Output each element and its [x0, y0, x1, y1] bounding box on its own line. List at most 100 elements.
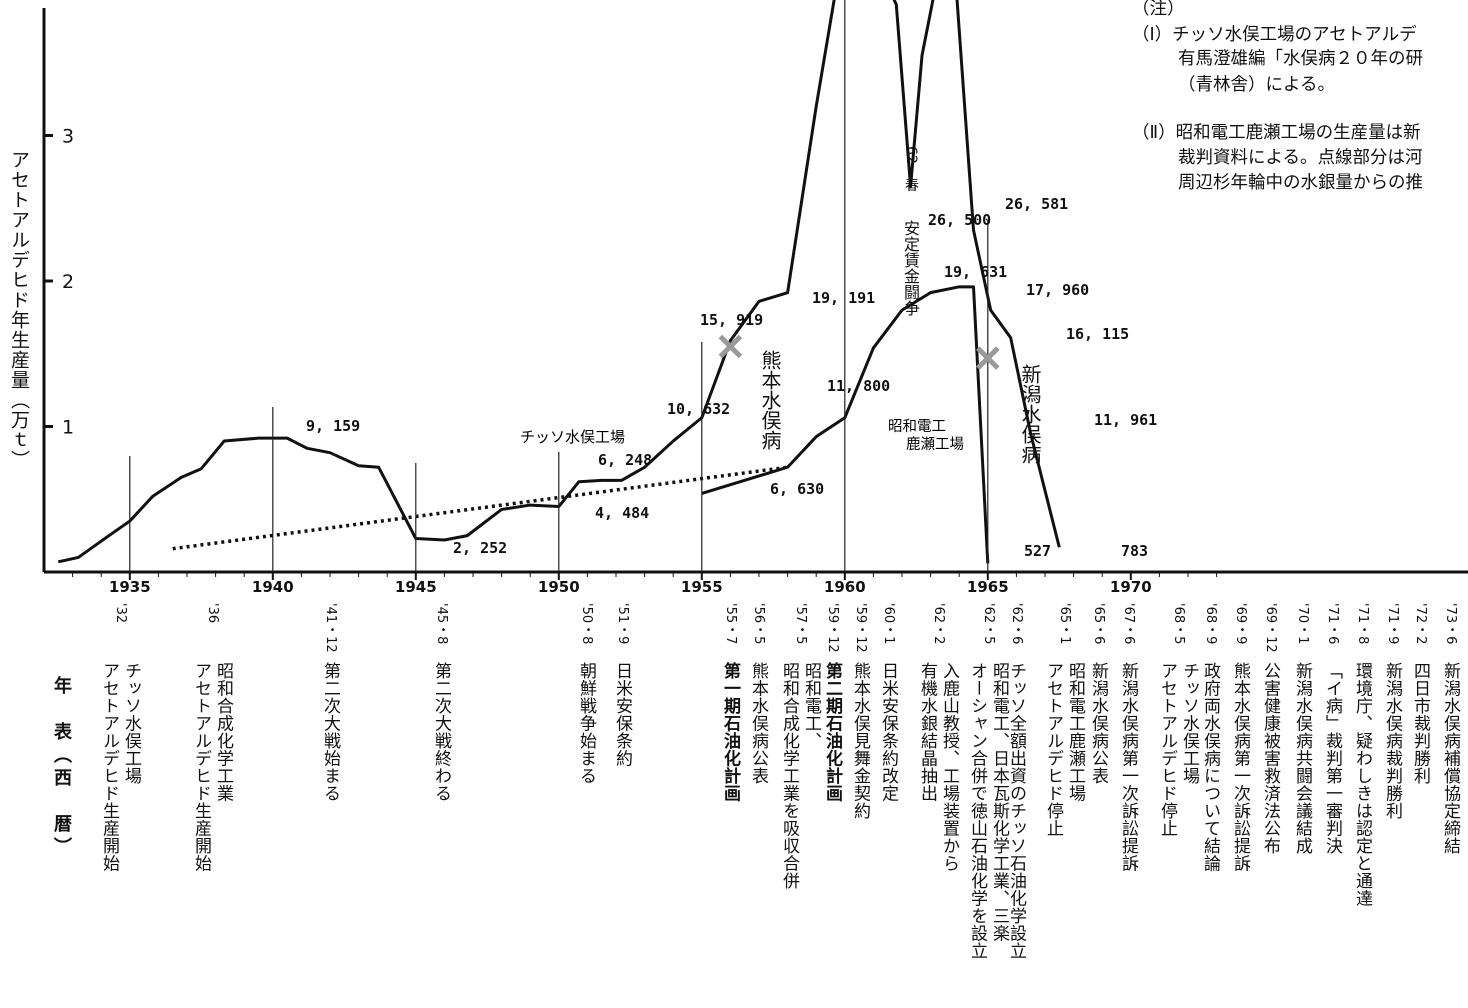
data-label: 16, 115: [1066, 325, 1129, 343]
timeline-date: '70・1: [1295, 603, 1310, 645]
timeline-date: '71・6: [1325, 603, 1340, 645]
timeline-header: 年 表（西 暦）: [51, 676, 72, 860]
timeline-date: '69・9: [1233, 603, 1248, 645]
timeline-event-text: 政府両水俣病について結論: [1200, 662, 1220, 872]
data-label: 26, 500: [928, 211, 991, 229]
y-tick-label: 1: [62, 417, 74, 439]
chart-marks: [718, 334, 1000, 370]
minamata-disease-label: 熊本水俣病: [758, 350, 782, 450]
x-tick-label: 1965: [967, 578, 1009, 596]
timeline-date: '50・8: [579, 603, 594, 645]
data-label: 4, 484: [595, 504, 649, 522]
timeline-event-text: 新潟水俣病公表: [1088, 662, 1108, 785]
x-tick-label: 1970: [1110, 578, 1152, 596]
data-labels: 9, 159 2, 252 4, 484 6, 248 6, 630 10, 6…: [306, 195, 1157, 560]
data-label: 19, 191: [812, 289, 875, 307]
spring-62-label: 62・春: [903, 146, 919, 192]
timeline-event-text: 第二次大戦始まる: [320, 662, 340, 802]
y-axis-label: アセトアルデヒド年生産量（万ｔ）: [8, 150, 30, 470]
data-label: 10, 632: [667, 400, 730, 418]
x-mark-stroke: [718, 334, 743, 359]
data-label: 11, 961: [1094, 411, 1157, 429]
timeline-date: '73・6: [1443, 603, 1458, 645]
timeline-event-text: 第二期石油化計画: [822, 662, 842, 802]
timeline-guide-lines: [129, 0, 989, 572]
timeline-event-text: 四日市裁判勝利: [1410, 662, 1430, 785]
data-label: 26, 581: [1005, 195, 1068, 213]
timeline-date: '59・12: [853, 603, 868, 653]
chart-axes: 1 2 3 1935 1940 1945 1950 1955 1960 1965 1970: [42, 8, 1468, 596]
x-mark: [718, 334, 743, 359]
data-label: 6, 630: [770, 480, 824, 498]
timeline-event-text: 昭和合成化学工業を吸収合併: [779, 662, 799, 890]
note-2-line-1: （Ⅱ）昭和電工鹿瀬工場の生産量は新: [1132, 123, 1421, 143]
data-label: 17, 960: [1026, 281, 1089, 299]
timeline-event-text: チッソ水俣工場: [1179, 662, 1199, 785]
timeline-date: '41・12: [323, 603, 338, 653]
x-tick-label: 1955: [681, 578, 723, 596]
x-tick-label: 1935: [109, 578, 151, 596]
chart-series: [57, 0, 1061, 564]
timeline-event-text: アセトアルデヒド生産開始: [99, 662, 119, 872]
timeline-event-text: 第二次大戦終わる: [431, 662, 451, 802]
timeline-event-text: 朝鮮戦争始まる: [576, 662, 596, 785]
y-tick-label: 2: [62, 271, 74, 293]
timeline-date: '67・6: [1121, 603, 1136, 645]
showa-plant-label-line2: 鹿瀬工場: [906, 436, 964, 453]
timeline-event-text: 日米安保条約改定: [878, 662, 898, 802]
timeline-event-text: 第一期石油化計画: [720, 662, 740, 802]
timeline-event-text: 昭和電工鹿瀬工場: [1065, 662, 1085, 802]
timeline-date: '59・12: [825, 603, 840, 653]
timeline-date: '60・1: [881, 603, 896, 645]
timeline-date: '62・5: [981, 603, 996, 645]
series-line-3: [172, 465, 788, 551]
timeline-date: '71・9: [1385, 603, 1400, 645]
x-tick-label: 1945: [395, 578, 437, 596]
y-tick-label: 3: [62, 126, 74, 148]
timeline-date: '68・5: [1171, 603, 1186, 645]
timeline-date: '65・6: [1091, 603, 1106, 645]
timeline-date: '62・6: [1009, 603, 1024, 645]
x-mark-stroke: [976, 346, 1000, 370]
series-line-1: [57, 0, 1061, 564]
timeline-date: '62・2: [931, 603, 946, 645]
timeline-event-text: アセトアルデヒド生産開始: [191, 662, 211, 872]
series-line-2: [701, 285, 990, 564]
data-label: 527: [1024, 542, 1051, 560]
timeline-event-text: アセトアルデヒド停止: [1157, 662, 1177, 837]
note-heading: （注）: [1132, 0, 1185, 19]
timeline-event-text: チッソ全額出資のチッソ石油化学設立: [1006, 662, 1026, 960]
wage-dispute-label: 安定賃金闘争: [901, 220, 920, 316]
x-tick-label: 1950: [538, 578, 580, 596]
timeline-event-text: 昭和電工、日本瓦斯化学工業、三楽: [989, 662, 1009, 942]
timeline-event-text: 新潟水俣病共闘会議結成: [1292, 662, 1312, 855]
timeline-event-text: 熊本水俣病第一次訴訟提訴: [1230, 662, 1250, 872]
timeline-date: '51・9: [615, 603, 630, 645]
x-mark: [976, 346, 1000, 370]
note-2-line-2: 裁判資料による。点線部分は河: [1178, 148, 1423, 168]
x-tick-label: 1940: [252, 578, 294, 596]
data-label: 6, 248: [598, 451, 652, 469]
timeline-date: '69・12: [1263, 603, 1278, 653]
x-tick-label: 1960: [824, 578, 866, 596]
timeline-event-text: 熊本水俣見舞金契約: [850, 662, 870, 820]
note-1-line-1: （Ⅰ）チッソ水俣工場のアセトアルデ: [1132, 25, 1417, 45]
timeline-date: '36: [205, 603, 220, 624]
timeline-event-text: アセトアルデヒド停止: [1043, 662, 1063, 837]
timeline-event-text: 環境庁、疑わしきは認定と通達: [1352, 662, 1372, 907]
data-label: 783: [1121, 542, 1148, 560]
timeline-event-text: 昭和電工、: [801, 662, 821, 750]
timeline-event-text: 新潟水俣病補償協定締結: [1440, 662, 1460, 855]
timeline-event-text: 新潟水俣病裁判勝利: [1382, 662, 1402, 820]
timeline-date: '65・1: [1057, 603, 1072, 645]
timeline-event-text: 有機水銀結晶抽出: [917, 662, 937, 802]
timeline-date: '55・7: [723, 603, 738, 645]
timeline-date: '68・9: [1203, 603, 1218, 645]
note-1-line-2: 有馬澄雄編「水俣病２０年の研: [1178, 49, 1423, 69]
timeline-event-text: 熊本水俣病公表: [748, 662, 768, 785]
showa-plant-label-line1: 昭和電工: [888, 418, 946, 435]
data-label: 9, 159: [306, 417, 360, 435]
timeline-event-text: チッソ水俣工場: [121, 662, 141, 785]
timeline-date: '57・5: [793, 603, 808, 645]
